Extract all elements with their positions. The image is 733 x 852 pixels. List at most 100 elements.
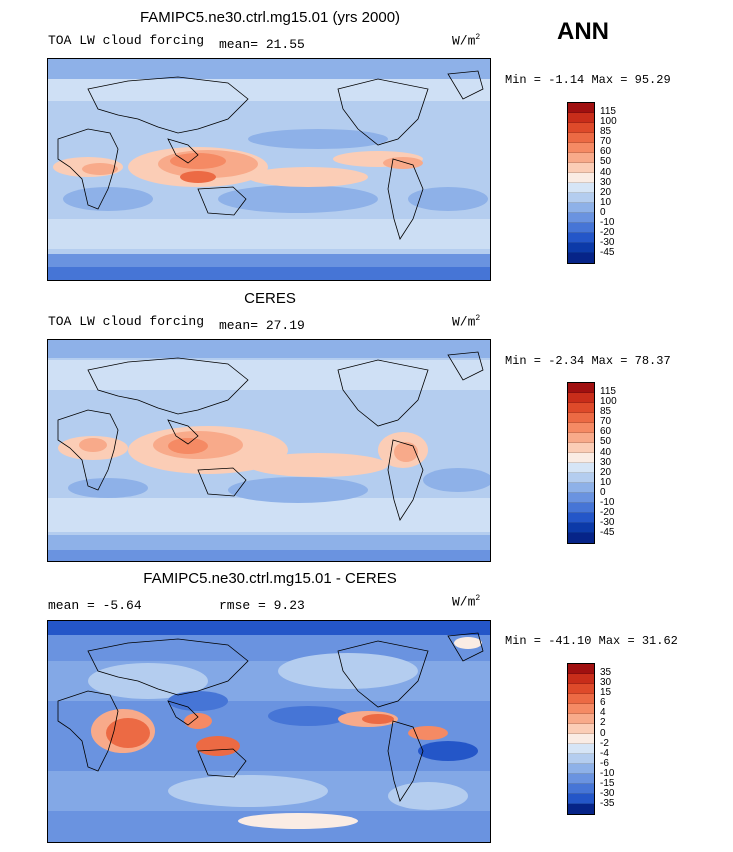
panel-1-map-field bbox=[48, 59, 490, 280]
panel-3-minmax: Min = -41.10 Max = 31.62 bbox=[505, 634, 678, 648]
panel-3-map-field bbox=[48, 621, 490, 842]
panel-3-map bbox=[47, 620, 491, 843]
colorbar-level-label: 10 bbox=[600, 196, 612, 208]
panel-1-mean-value: 21.55 bbox=[265, 37, 305, 52]
colorbar-swatch bbox=[568, 674, 594, 684]
panel-1-colorbar bbox=[567, 102, 595, 264]
colorbar-swatch bbox=[568, 173, 594, 183]
panel-3-max-label: Max = bbox=[598, 634, 635, 648]
colorbar-level-label: 50 bbox=[600, 156, 612, 168]
colorbar-swatch bbox=[568, 243, 594, 253]
panel-1-max-value: 95.29 bbox=[634, 73, 671, 87]
colorbar-swatch bbox=[568, 664, 594, 674]
colorbar-level-label: -35 bbox=[600, 798, 615, 810]
colorbar-swatch bbox=[568, 193, 594, 203]
colorbar-level-label: -20 bbox=[600, 507, 615, 519]
panel-3-units-text: W/m bbox=[452, 594, 476, 610]
colorbar-swatch bbox=[568, 453, 594, 463]
colorbar-swatch bbox=[568, 684, 594, 694]
colorbar-level-label: 4 bbox=[600, 707, 606, 719]
colorbar-level-label: -10 bbox=[600, 217, 615, 229]
panel-3-rmse-label: rmse = bbox=[219, 598, 266, 613]
colorbar-swatch bbox=[568, 533, 594, 543]
colorbar-level-label: 60 bbox=[600, 146, 612, 158]
colorbar-level-label: -30 bbox=[600, 517, 615, 529]
colorbar-swatch bbox=[568, 113, 594, 123]
panel-2-max-label: Max = bbox=[591, 354, 628, 368]
panel-2-max-value: 78.37 bbox=[634, 354, 671, 368]
colorbar-swatch bbox=[568, 143, 594, 153]
colorbar-level-label: 20 bbox=[600, 466, 612, 478]
colorbar-swatch bbox=[568, 233, 594, 243]
colorbar-level-label: 0 bbox=[600, 486, 606, 498]
colorbar-level-label: 30 bbox=[600, 176, 612, 188]
colorbar-level-label: 60 bbox=[600, 426, 612, 438]
colorbar-swatch bbox=[568, 704, 594, 714]
panel-3-units: W/m2 bbox=[452, 594, 480, 609]
colorbar-level-label: -10 bbox=[600, 497, 615, 509]
colorbar-swatch bbox=[568, 103, 594, 113]
panel-2-mean-value: 27.19 bbox=[265, 318, 305, 333]
colorbar-swatch bbox=[568, 123, 594, 133]
panel-3-units-sup: 2 bbox=[475, 594, 481, 603]
colorbar-level-label: 100 bbox=[600, 396, 617, 408]
colorbar-swatch bbox=[568, 744, 594, 754]
panel-1-max-label: Max = bbox=[591, 73, 628, 87]
panel-2-minmax: Min = -2.34 Max = 78.37 bbox=[505, 354, 671, 368]
colorbar-swatch bbox=[568, 513, 594, 523]
colorbar-level-label: -20 bbox=[600, 227, 615, 239]
colorbar-swatch bbox=[568, 523, 594, 533]
colorbar-level-label: 100 bbox=[600, 116, 617, 128]
colorbar-level-label: -2 bbox=[600, 737, 609, 749]
colorbar-level-label: -30 bbox=[600, 237, 615, 249]
panel-3-rmse-value: 9.23 bbox=[273, 598, 305, 613]
colorbar-level-label: -30 bbox=[600, 788, 615, 800]
panel-3-mean-value: -5.64 bbox=[102, 598, 142, 613]
panel-2-min-value: -2.34 bbox=[548, 354, 585, 368]
colorbar-swatch bbox=[568, 183, 594, 193]
panel-1-min-value: -1.14 bbox=[548, 73, 585, 87]
panel-1-colorbar-labels: 115 100 85 70 60 50 40 30 20 10 0 -10 -20 -30 -45 bbox=[600, 106, 617, 259]
colorbar-swatch bbox=[568, 463, 594, 473]
colorbar-swatch bbox=[568, 694, 594, 704]
colorbar-level-label: 35 bbox=[600, 667, 612, 678]
colorbar-swatch bbox=[568, 153, 594, 163]
panel-1-field-label: TOA LW cloud forcing bbox=[48, 33, 205, 48]
panel-3-mean: mean = -5.64 bbox=[48, 598, 142, 613]
panel-2-mean: mean= 27.19 bbox=[219, 318, 305, 333]
season-label: ANN bbox=[557, 18, 609, 45]
panel-3-mean-label: mean = bbox=[48, 598, 95, 613]
colorbar-swatch bbox=[568, 493, 594, 503]
panel-1-units: W/m2 bbox=[452, 33, 480, 48]
colorbar-swatch bbox=[568, 443, 594, 453]
panel-2-colorbar-labels: 115 100 85 70 60 50 40 30 20 10 0 -10 -20 -30 -45 bbox=[600, 386, 617, 539]
colorbar-level-label: -10 bbox=[600, 767, 615, 779]
colorbar-swatch bbox=[568, 133, 594, 143]
colorbar-swatch bbox=[568, 503, 594, 513]
panel-3-min-label: Min = bbox=[505, 634, 542, 648]
panel-2-units-text: W/m bbox=[452, 314, 476, 330]
colorbar-swatch bbox=[568, 483, 594, 493]
colorbar-swatch bbox=[568, 754, 594, 764]
colorbar-swatch bbox=[568, 473, 594, 483]
panel-1-min-label: Min = bbox=[505, 73, 542, 87]
colorbar-level-label: 0 bbox=[600, 727, 606, 739]
panel-2-mean-label: mean= bbox=[219, 318, 259, 333]
colorbar-swatch bbox=[568, 714, 594, 724]
panel-1-mean: mean= 21.55 bbox=[219, 37, 305, 52]
panel-2-units: W/m2 bbox=[452, 314, 480, 329]
colorbar-level-label: 2 bbox=[600, 717, 606, 729]
colorbar-level-label: -45 bbox=[600, 527, 615, 539]
colorbar-level-label: -45 bbox=[600, 247, 615, 259]
colorbar-level-label: 40 bbox=[600, 446, 612, 458]
colorbar-level-label: 70 bbox=[600, 136, 612, 148]
colorbar-swatch bbox=[568, 403, 594, 413]
colorbar-level-label: 85 bbox=[600, 406, 612, 418]
colorbar-level-label: -6 bbox=[600, 757, 609, 769]
colorbar-level-label: 70 bbox=[600, 416, 612, 428]
panel-3-min-value: -41.10 bbox=[548, 634, 592, 648]
panel-3-colorbar-labels: 35 30 15 6 4 2 0 -2 -4 -6 -10 -15 -30 -35 bbox=[600, 667, 615, 810]
colorbar-swatch bbox=[568, 223, 594, 233]
colorbar-swatch bbox=[568, 203, 594, 213]
colorbar-level-label: 15 bbox=[600, 687, 612, 699]
